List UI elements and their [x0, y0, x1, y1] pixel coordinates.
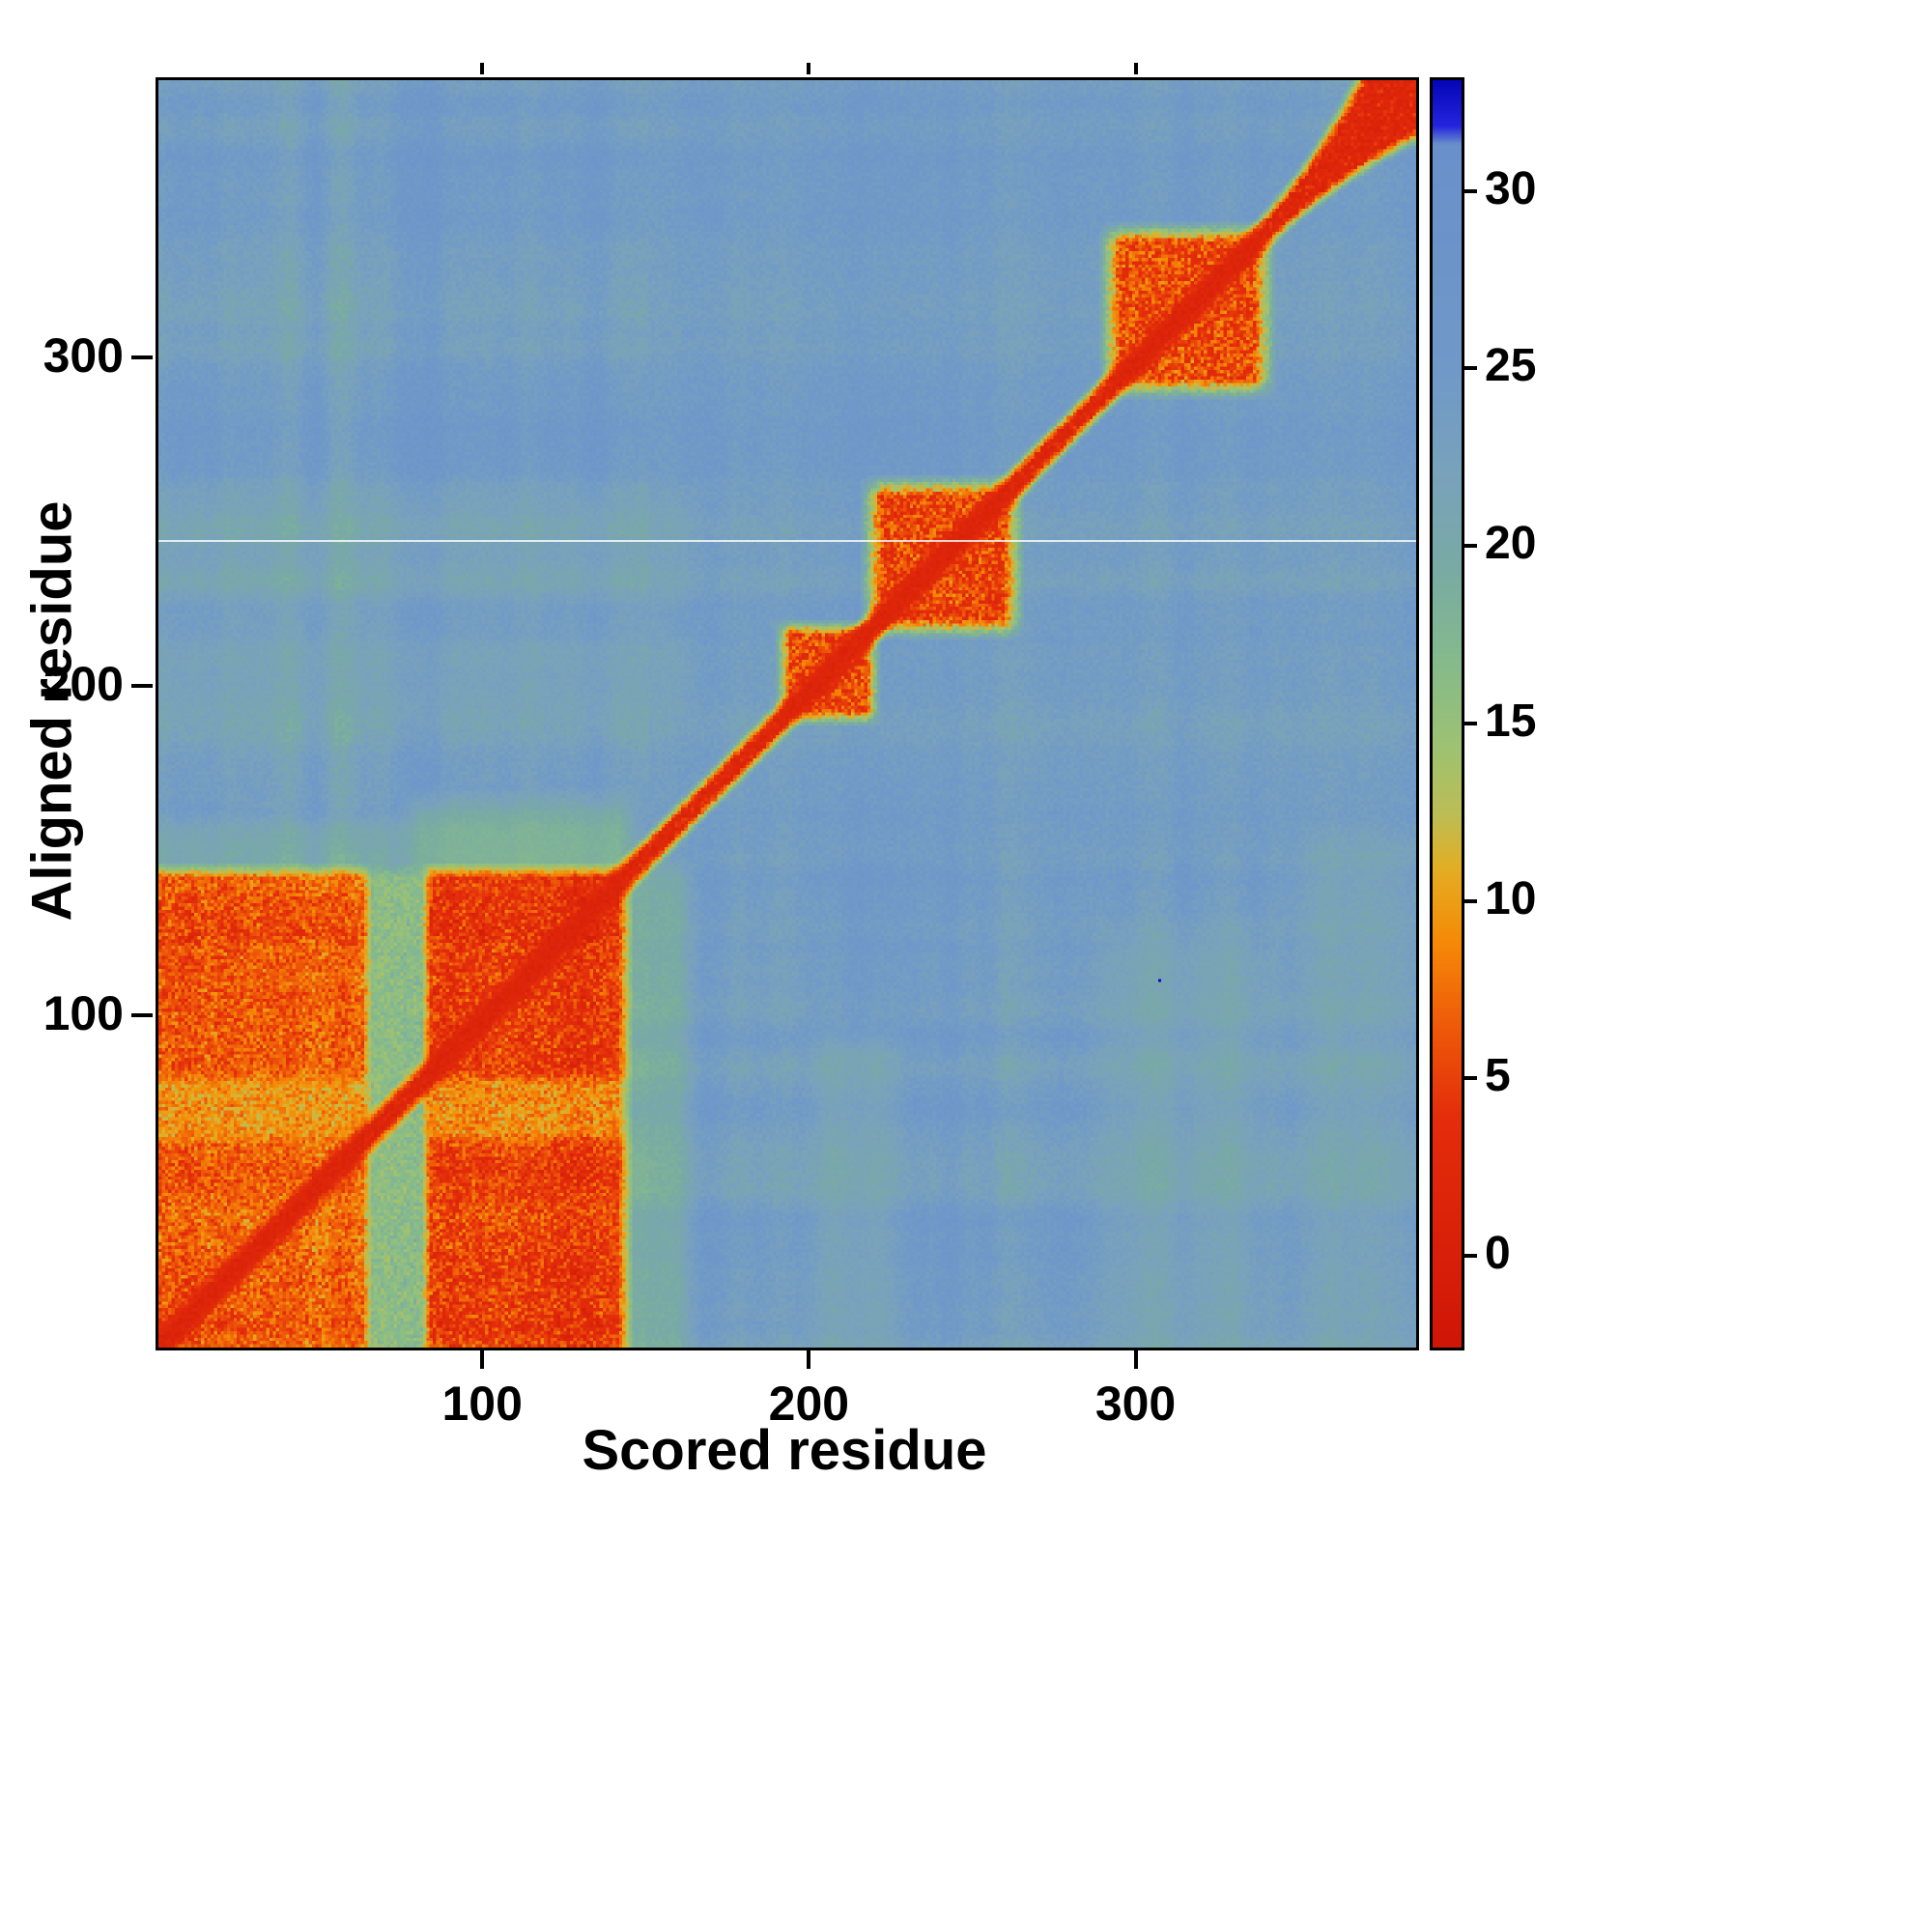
x-tick-mark — [480, 1348, 485, 1369]
colorbar-tick-label: 10 — [1485, 872, 1537, 924]
heatmap-plot — [156, 77, 1419, 1350]
colorbar-tick-mark — [1462, 544, 1477, 549]
y-tick-label: 300 — [43, 327, 124, 383]
x-top-tick-mark — [480, 63, 485, 74]
colorbar-tick-mark — [1462, 898, 1477, 903]
colorbar-tick-label: 0 — [1485, 1228, 1511, 1280]
x-axis-title: Scored residue — [582, 1419, 987, 1482]
y-tick-label: 100 — [43, 986, 124, 1041]
x-top-tick-mark — [1133, 63, 1138, 74]
colorbar-tick-label: 20 — [1485, 518, 1537, 570]
colorbar-tick-mark — [1462, 188, 1477, 193]
colorbar-tick-mark — [1462, 1076, 1477, 1081]
y-tick-mark — [131, 355, 153, 359]
colorbar-tick-label: 5 — [1485, 1050, 1511, 1102]
colorbar-tick-mark — [1462, 1254, 1477, 1259]
x-tick-label: 300 — [1094, 1377, 1177, 1431]
colorbar-tick-mark — [1462, 366, 1477, 371]
colorbar-tick-label: 15 — [1485, 695, 1537, 747]
y-tick-mark — [131, 684, 153, 689]
colorbar-tick-label: 25 — [1485, 340, 1537, 392]
colorbar-gradient-canvas — [1433, 80, 1462, 1348]
x-tick-mark — [807, 1348, 811, 1369]
y-tick-label: 200 — [43, 657, 124, 712]
colorbar-tick-label: 30 — [1485, 162, 1537, 214]
x-tick-label: 100 — [441, 1377, 523, 1431]
x-top-tick-mark — [807, 63, 811, 74]
x-tick-mark — [1133, 1348, 1138, 1369]
heatmap-canvas — [158, 80, 1416, 1348]
x-tick-label: 200 — [768, 1377, 850, 1431]
y-tick-mark — [131, 1013, 153, 1018]
colorbar-tick-mark — [1462, 721, 1477, 725]
colorbar — [1430, 77, 1464, 1350]
